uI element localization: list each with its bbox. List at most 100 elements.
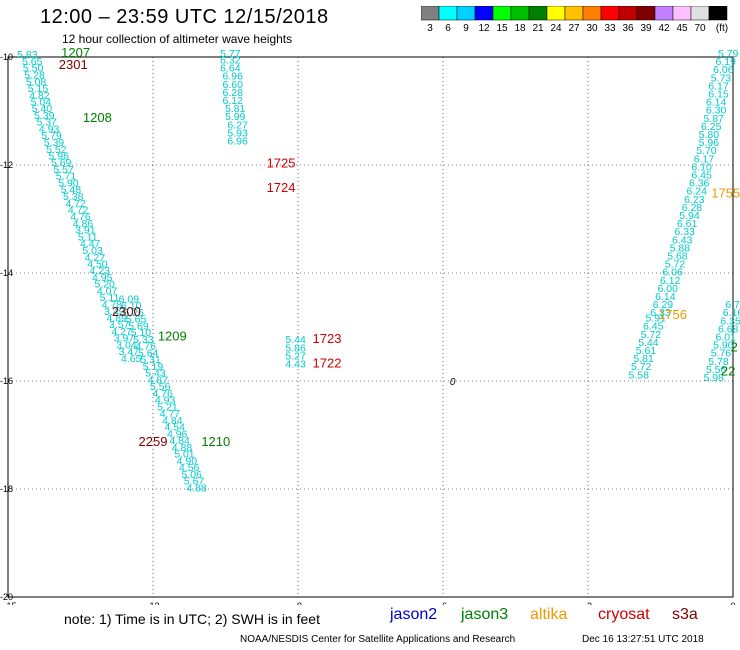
swh-value: 5.39 xyxy=(44,137,65,149)
swh-value: 5.93 xyxy=(227,127,248,139)
swh-value: 5.11 xyxy=(78,232,98,244)
swh-value: 4.96 xyxy=(167,429,188,441)
colorbar-swatch xyxy=(708,6,728,21)
swh-value: 5.31 xyxy=(140,354,161,366)
swh-value: 5.52 xyxy=(46,144,67,156)
pass-time-label: 1207 xyxy=(61,45,90,60)
colorbar-label: 12 xyxy=(478,23,490,34)
map-title: 12:00 – 23:59 UTC 12/15/2018 xyxy=(40,6,329,28)
pass-time-label: 2300 xyxy=(112,304,141,319)
swh-value: 6.09 xyxy=(119,294,140,306)
swh-value: 4.84 xyxy=(169,435,190,447)
swh-value: 5.65 xyxy=(126,314,147,326)
x-tick-label: -15 xyxy=(3,601,16,605)
swh-value: 5.71 xyxy=(56,171,77,183)
colorbar-label: 39 xyxy=(640,23,652,34)
x-tick-label: -6 xyxy=(439,601,447,605)
swh-value: 6.45 xyxy=(643,321,664,333)
generation-timestamp: Dec 16 13:27:51 UTC 2018 xyxy=(582,634,704,645)
swh-value: 5.26 xyxy=(123,307,144,319)
colorbar-label: (ft) xyxy=(716,23,728,34)
colorbar-label: 6 xyxy=(445,23,451,34)
swh-value: 5.56 xyxy=(706,364,727,376)
swh-value: 5.68 xyxy=(667,251,688,263)
swh-value: 5.65 xyxy=(22,56,43,68)
x-tick-label: -9 xyxy=(294,601,302,605)
swh-value: 6.29 xyxy=(653,299,674,311)
swh-value: 5.88 xyxy=(670,242,691,254)
swh-value: 6.00 xyxy=(658,283,679,295)
swh-value: 6.15 xyxy=(708,89,729,101)
y-tick-label: -14 xyxy=(0,268,13,278)
swh-value: 5.27 xyxy=(285,350,306,362)
colorbar-label: 18 xyxy=(514,23,526,34)
swh-value: 5.67 xyxy=(184,476,205,488)
map-frame xyxy=(7,56,734,598)
swh-value: 4.07 xyxy=(97,286,118,298)
swh-value: 6.17 xyxy=(708,80,729,92)
swh-value: 5.90 xyxy=(713,340,734,352)
swh-value: 4.84 xyxy=(162,415,183,427)
swh-value: 4.90 xyxy=(177,456,198,468)
swh-value: 5.81 xyxy=(225,103,246,115)
swh-value: 6.35 xyxy=(720,315,740,327)
swh-value: 5.20 xyxy=(94,279,115,291)
swh-value: 5.19 xyxy=(143,361,164,373)
swh-value: 6.96 xyxy=(227,135,248,147)
swh-value: 5.44 xyxy=(638,337,659,349)
pass-time-label: 1208 xyxy=(83,110,112,125)
swh-value: 5.04 xyxy=(31,97,52,109)
swh-value: 6.33 xyxy=(650,307,671,319)
swh-value: 5.48 xyxy=(61,184,82,196)
swh-value: 5.28 xyxy=(24,70,45,82)
swh-value: 5.06 xyxy=(181,469,202,481)
swh-value: 5.94 xyxy=(679,210,700,222)
swh-value: 4.76 xyxy=(70,211,91,223)
swh-value: 5.72 xyxy=(665,259,686,271)
colorbar-label: 33 xyxy=(604,23,616,34)
swh-value: 5.83 xyxy=(17,49,38,61)
agency-credit: NOAA/NESDIS Center for Satellite Applica… xyxy=(240,634,516,645)
swh-value: 5.03 xyxy=(82,245,103,257)
swh-value: 4.77 xyxy=(160,408,181,420)
swh-value: 6.14 xyxy=(655,291,676,303)
swh-value: 4.56 xyxy=(179,462,200,474)
colorbar-label: 15 xyxy=(496,23,508,34)
swh-value: 6.12 xyxy=(660,275,681,287)
swh-value: 6.17 xyxy=(694,153,715,165)
pass-time-label: 2259 xyxy=(139,434,168,449)
swh-value: 5.91 xyxy=(645,313,666,325)
swh-value: 3.47 xyxy=(119,346,140,358)
legend-cryosat: cryosat xyxy=(598,606,650,623)
swh-value: 6.01 xyxy=(716,332,737,344)
swh-value: 4.89 xyxy=(107,313,128,325)
swh-value: 5.08 xyxy=(26,77,47,89)
footer-note: note: 1) Time is in UTC; 2) SWH is in fe… xyxy=(64,611,320,627)
swh-value: 5.44 xyxy=(285,334,306,346)
map-subtitle: 12 hour collection of altimeter wave hei… xyxy=(62,32,293,46)
colorbar-label: 42 xyxy=(658,23,670,34)
swh-value: 6.68 xyxy=(718,323,739,335)
legend-jason3: jason3 xyxy=(461,606,509,623)
swh-value: 5.11 xyxy=(100,292,120,304)
swh-value: 5.50 xyxy=(23,63,44,75)
swh-value: 5.81 xyxy=(633,353,654,365)
swh-value: 4.43 xyxy=(285,359,306,371)
swh-value: 3.91 xyxy=(75,225,96,237)
swh-value: 5.76 xyxy=(711,348,732,360)
x-tick-label: 0 xyxy=(730,601,735,605)
colorbar-label: 9 xyxy=(463,23,469,34)
swh-value: 6.45 xyxy=(691,170,712,182)
swh-value: 6.28 xyxy=(682,202,703,214)
y-tick-label: -18 xyxy=(0,484,13,494)
swh-value: 5.72 xyxy=(641,329,662,341)
swh-value: 6.19 xyxy=(716,56,737,68)
colorbar-label: 3 xyxy=(427,23,433,34)
swh-value: 5.96 xyxy=(699,137,720,149)
swh-value: 4.27 xyxy=(85,252,106,264)
swh-value: 6.10 xyxy=(691,161,712,173)
colorbar-label: 21 xyxy=(532,23,544,34)
swh-value: 5.57 xyxy=(53,164,74,176)
swh-value: 4.76 xyxy=(152,388,173,400)
swh-value: 6.06 xyxy=(662,267,683,279)
